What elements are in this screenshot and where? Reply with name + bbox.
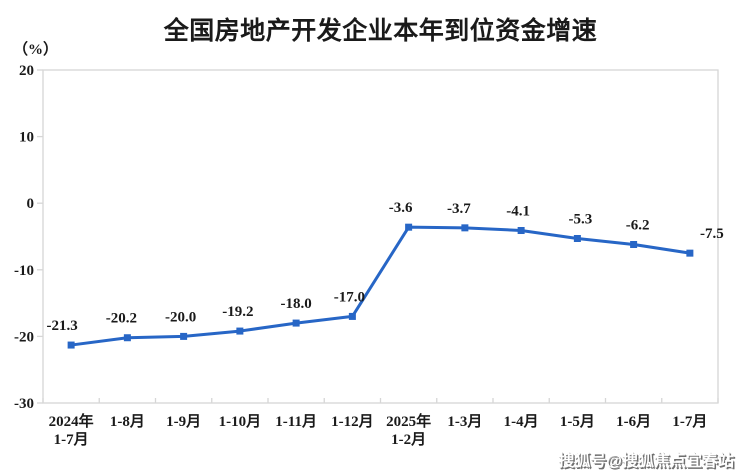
data-point-marker xyxy=(180,332,188,340)
x-tick-label: 1-11月 xyxy=(275,413,317,430)
data-point-marker xyxy=(123,334,131,342)
data-point-marker xyxy=(67,341,75,349)
data-point-label: -7.5 xyxy=(700,226,724,242)
data-point-label: -19.2 xyxy=(222,304,253,320)
x-tick-label: 2025年 1-2月 xyxy=(386,412,431,448)
data-point-marker xyxy=(630,240,638,248)
y-tick-label: 20 xyxy=(19,63,34,79)
data-point-label: -4.1 xyxy=(506,204,530,220)
data-point-marker xyxy=(348,312,356,320)
data-point-label: -17.0 xyxy=(334,289,365,305)
data-point-marker xyxy=(517,227,525,235)
data-point-label: -5.3 xyxy=(569,211,593,227)
y-tick-label: 0 xyxy=(27,196,35,212)
y-tick-label: -30 xyxy=(14,396,34,412)
series-line xyxy=(70,225,691,347)
x-tick-label: 1-8月 xyxy=(110,413,145,430)
x-tick-label: 1-6月 xyxy=(616,413,651,430)
y-axis-unit-label: （%） xyxy=(13,42,59,58)
data-point-marker xyxy=(686,249,694,257)
data-point-label: -3.7 xyxy=(447,201,471,217)
x-tick-label: 1-3月 xyxy=(447,413,482,430)
data-point-marker xyxy=(292,319,300,327)
x-tick-label: 1-10月 xyxy=(219,413,262,430)
data-point-marker xyxy=(405,223,413,231)
data-point-label: -21.3 xyxy=(47,318,78,334)
y-tick-label: 10 xyxy=(19,130,34,146)
data-point-marker xyxy=(461,224,469,232)
x-tick-label: 1-9月 xyxy=(166,413,201,430)
x-tick-label: 1-5月 xyxy=(560,413,595,430)
watermark-text: 搜狐号@搜狐焦点宜春站 xyxy=(558,453,734,470)
data-point-label: -20.0 xyxy=(165,309,196,325)
y-tick-label: -20 xyxy=(14,329,34,345)
data-point-marker xyxy=(573,234,581,242)
x-tick-label: 1-12月 xyxy=(331,413,374,430)
data-point-label: -20.2 xyxy=(106,311,137,327)
data-point-label: -18.0 xyxy=(281,296,312,312)
x-tick-label: 1-7月 xyxy=(672,413,707,430)
data-point-label: -6.2 xyxy=(626,217,650,233)
plot-border xyxy=(42,69,719,404)
y-tick-label: -10 xyxy=(14,263,34,279)
chart-title: 全国房地产开发企业本年到位资金增速 xyxy=(163,17,598,45)
x-tick-label: 2024年 1-7月 xyxy=(49,412,94,448)
x-tick-label: 1-4月 xyxy=(504,413,539,430)
data-point-marker xyxy=(236,327,244,335)
data-point-label: -3.6 xyxy=(389,200,413,216)
